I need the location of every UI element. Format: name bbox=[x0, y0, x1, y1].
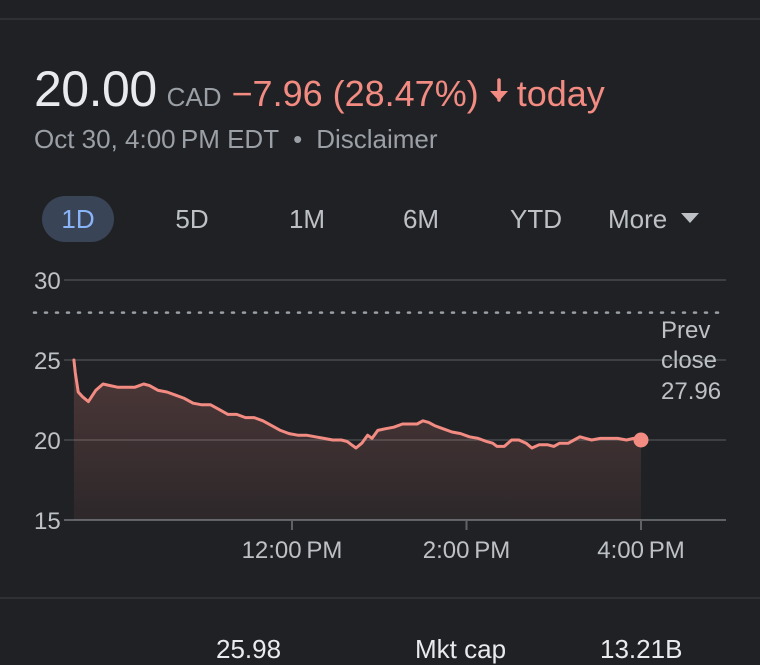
tab-label: 5D bbox=[175, 204, 209, 234]
current-price: 20.00 bbox=[34, 61, 157, 117]
bottom-divider bbox=[0, 597, 760, 599]
price-chart[interactable]: 15 20 25 30 12:00 PM 2:00 PM 4:00 PM Prev close 2… bbox=[0, 250, 760, 570]
price-line bbox=[72, 358, 643, 450]
y-tick-label: 15 bbox=[34, 508, 61, 535]
tab-more[interactable]: More bbox=[608, 196, 732, 242]
price-change: −7.96 (28.47%) bbox=[231, 73, 479, 114]
change-period: today bbox=[516, 73, 605, 114]
current-price-dot bbox=[633, 432, 649, 448]
top-divider bbox=[0, 18, 760, 20]
y-tick-label: 20 bbox=[34, 428, 61, 455]
tab-label: 1M bbox=[288, 204, 326, 234]
arrow-down-icon bbox=[487, 76, 511, 106]
tab-1m[interactable]: 1M bbox=[270, 196, 344, 242]
timestamp-row: Oct 30, 4:00 PM EDT • Disclaimer bbox=[34, 124, 438, 155]
x-tick-label: 4:00 PM bbox=[597, 537, 685, 564]
x-tick-label: 2:00 PM bbox=[423, 537, 511, 564]
quote-timestamp: Oct 30, 4:00 PM EDT bbox=[34, 124, 280, 154]
price-area-fill bbox=[73, 360, 641, 520]
disclaimer-link[interactable]: Disclaimer bbox=[316, 124, 438, 154]
y-tick-label: 30 bbox=[34, 268, 61, 295]
prev-close-value: 27.96 bbox=[661, 378, 721, 405]
chevron-down-icon bbox=[681, 213, 700, 224]
separator-dot: • bbox=[293, 124, 303, 154]
tab-label: More bbox=[608, 204, 668, 234]
prev-close-label: close bbox=[661, 347, 717, 374]
x-tick-label: 12:00 PM bbox=[242, 537, 343, 564]
price-header: 20.00 CAD −7.96 (28.47%) today bbox=[34, 60, 605, 118]
tab-1d[interactable]: 1D bbox=[42, 196, 114, 242]
y-tick-label: 25 bbox=[34, 348, 61, 375]
tab-6m[interactable]: 6M bbox=[384, 196, 458, 242]
tab-label: YTD bbox=[510, 204, 562, 234]
tab-ytd[interactable]: YTD bbox=[494, 196, 578, 242]
tab-5d[interactable]: 5D bbox=[156, 196, 228, 242]
tab-label: 1D bbox=[61, 204, 95, 234]
prev-close-label: Prev bbox=[661, 317, 710, 344]
tab-label: 6M bbox=[402, 204, 440, 234]
currency-code: CAD bbox=[166, 82, 222, 112]
range-tabs: 1D 5D 1M 6M YTD More bbox=[42, 196, 732, 242]
